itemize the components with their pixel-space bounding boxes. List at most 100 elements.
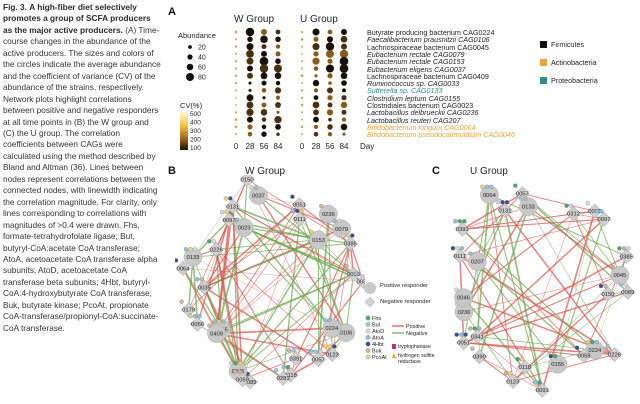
abundance-dot — [301, 133, 303, 136]
gene-marker — [585, 201, 590, 206]
legend-hydrogen-sulfite-swatch — [392, 353, 396, 358]
network-node: 0079 — [332, 218, 351, 239]
gene-marker — [199, 277, 204, 282]
gene-marker — [192, 247, 198, 252]
gene-marker — [503, 371, 509, 376]
figure-label: Fig. 3. — [3, 2, 27, 12]
abundance-legend-dot — [187, 54, 193, 60]
gene-marker — [309, 349, 314, 354]
node-label: 0045 — [613, 273, 626, 279]
negative-responder-node — [288, 350, 304, 366]
network-edge — [345, 274, 355, 333]
gene-marker — [353, 271, 359, 276]
abundance-dot — [261, 117, 267, 122]
gene-marker — [253, 185, 259, 190]
network-edge — [216, 239, 319, 334]
panel-b-letter: B — [168, 165, 176, 177]
node-label: 0059 — [236, 378, 249, 384]
network-node: 0111 — [450, 246, 468, 264]
gene-marker — [179, 299, 184, 304]
abundance-dot — [313, 116, 319, 123]
positive-responder-node — [322, 318, 342, 338]
panel-a-w-group-title: W Group — [234, 14, 275, 25]
gene-marker — [468, 251, 473, 256]
bacterium-label: Clostridiales bacterium CAG0023 — [367, 101, 474, 110]
network-edge — [216, 273, 354, 335]
phylum-legend-item: Actinobacteria — [540, 58, 597, 67]
abundance-dot — [327, 102, 333, 108]
network-edge — [182, 268, 217, 334]
gene-marker — [313, 349, 319, 354]
gene-marker — [520, 357, 525, 362]
abundance-dot — [274, 64, 282, 73]
abundance-legend-dot — [186, 73, 194, 81]
abundance-legend: 20 40 60 80 — [186, 45, 206, 82]
network-edge — [192, 179, 248, 258]
abundance-dot — [246, 116, 254, 123]
network-node: 0391 — [286, 348, 304, 366]
network-node: 0023 — [234, 217, 254, 237]
phylum-label: Actinobacteria — [551, 58, 597, 67]
gene-marker — [290, 194, 295, 199]
gene-marker — [281, 364, 286, 370]
network-edge — [573, 213, 621, 276]
negative-responder-node — [517, 359, 533, 375]
network-edge — [317, 243, 352, 360]
gene-marker — [285, 364, 291, 370]
network-edge — [512, 213, 574, 382]
network-node: 0123 — [323, 344, 340, 362]
node-label: 0064 — [177, 266, 191, 272]
gene-marker — [590, 339, 595, 345]
phylum-label: Proteobacteria — [551, 76, 598, 85]
abundance-dot — [326, 87, 334, 94]
abundance-dot — [340, 28, 348, 36]
figure-title: A high-fiber diet selectively promotes a… — [3, 2, 151, 35]
node-label: 0179 — [182, 308, 195, 314]
gene-marker — [459, 332, 464, 337]
network-edge — [557, 211, 596, 365]
network-edge — [349, 243, 364, 282]
abundance-dot-grid — [234, 27, 349, 137]
node-label: 0097 — [223, 218, 236, 224]
node-label: 0236 — [322, 212, 335, 218]
network-edge — [216, 239, 319, 250]
legend-gene-swatch — [365, 335, 371, 340]
negative-responder-node — [620, 284, 636, 300]
network-node: 0046 — [454, 287, 473, 307]
panel-b-title: W Group — [245, 166, 286, 177]
gene-marker — [344, 263, 349, 269]
negative-responder-node — [275, 370, 291, 386]
network-node: 0059 — [574, 345, 592, 364]
negative-responder-node — [196, 279, 212, 295]
cv-tick-label: 200 — [190, 137, 201, 144]
gene-marker — [221, 319, 226, 324]
panel-a-letter: A — [168, 6, 176, 18]
gene-marker — [332, 218, 337, 224]
network-node: 0131 — [495, 200, 513, 218]
gene-marker — [599, 209, 604, 214]
gene-marker — [188, 313, 193, 319]
gene-marker — [455, 246, 460, 251]
negative-responder-node — [355, 274, 365, 289]
abundance-dot — [312, 79, 320, 87]
gene-marker — [533, 380, 538, 385]
positive-responder-node — [319, 204, 338, 224]
negative-responder-node — [454, 221, 470, 237]
node-label: 0150 — [241, 177, 254, 183]
negative-responder-node — [596, 211, 612, 227]
phylum-swatch — [540, 77, 547, 84]
gene-marker — [286, 348, 292, 353]
gene-marker — [477, 326, 482, 331]
abundance-dot — [247, 131, 253, 137]
abundance-dot — [234, 74, 238, 77]
abundance-dot — [246, 49, 254, 58]
network-node: 0224 — [322, 317, 342, 338]
gene-marker — [197, 313, 202, 319]
node-label: 0123 — [326, 352, 339, 358]
abundance-dot — [247, 36, 253, 43]
node-label: 0207 — [471, 260, 484, 266]
day-tick-label: 0 — [234, 142, 239, 151]
abundance-dot — [276, 110, 280, 114]
